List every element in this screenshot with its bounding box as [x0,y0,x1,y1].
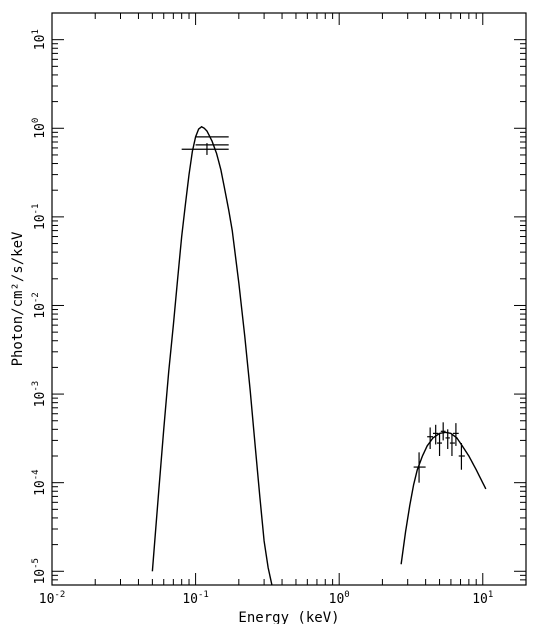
y-tick-label-exponent: 0 [31,118,41,123]
y-tick-label-base: 10 [33,303,48,319]
data-point [181,143,229,155]
y-tick-label-base: 10 [33,214,48,230]
data-point [413,452,426,483]
x-tick-label-base: 10 [39,592,55,607]
y-tick-label: 101 [31,29,48,50]
y-tick-label: 10-4 [31,469,48,496]
y-tick-label-base: 10 [33,392,48,408]
y-tick-label-exponent: -1 [31,204,41,215]
x-tick-label: 101 [472,590,493,607]
x-tick-label-exponent: 0 [344,590,349,600]
x-tick-label-exponent: -1 [198,590,209,600]
x-tick-label-base: 10 [182,592,198,607]
y-tick-label-exponent: -2 [31,292,41,303]
data-point [445,429,450,449]
x-tick-label: 10-1 [182,590,209,607]
x-tick-label-base: 10 [329,592,345,607]
y-tick-label-exponent: -5 [31,558,41,569]
y-tick-label-exponent: -3 [31,381,41,392]
axis-ticks [51,12,527,586]
data-point [449,433,455,457]
data-point [427,427,433,449]
data-points [181,136,465,483]
model-curve-2 [400,431,487,565]
y-axis-title: Photon/cm²/s/keV [10,231,26,366]
data-point [458,443,465,470]
y-tick-label-base: 10 [33,569,48,585]
x-tick-label-base: 10 [472,592,488,607]
x-tick-label: 100 [329,590,350,607]
y-tick-label: 10-3 [31,381,48,408]
plot-frame [51,12,527,586]
y-tick-label: 10-2 [31,292,48,319]
x-tick-label-exponent: 1 [488,590,493,600]
y-tick-label: 100 [31,118,48,139]
x-axis-title: Energy (keV) [238,610,339,624]
data-point [440,422,446,441]
model-curve-1 [151,125,273,586]
y-tick-label-base: 10 [33,123,48,139]
data-point [437,433,442,457]
y-tick-label-exponent: 1 [31,29,41,34]
x-tick-label-exponent: -2 [54,590,65,600]
data-point [432,424,439,445]
data-point [452,423,459,446]
y-tick-label-base: 10 [33,35,48,51]
y-tick-label: 10-5 [31,558,48,585]
y-tick-label-base: 10 [33,480,48,496]
x-tick-label: 10-2 [39,590,66,607]
y-tick-label: 10-1 [31,204,48,231]
model-curves [151,125,487,586]
y-tick-label-exponent: -4 [31,469,41,480]
